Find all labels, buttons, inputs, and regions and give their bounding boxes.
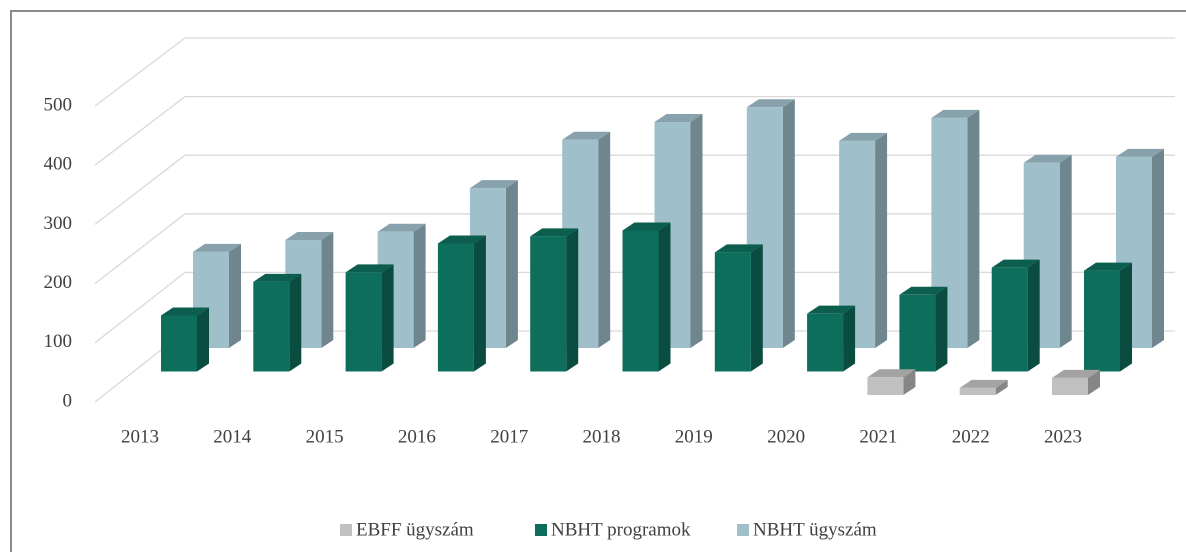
- bar: [714, 252, 751, 372]
- x-tick-label: 2020: [767, 426, 805, 447]
- bar-side: [321, 232, 334, 348]
- bar-side: [875, 132, 888, 348]
- grid-line: [94, 37, 1175, 107]
- bar-side: [690, 114, 703, 348]
- bar-top: [867, 369, 916, 378]
- bar-top: [437, 235, 486, 244]
- bar: [867, 377, 904, 395]
- bar-side: [1059, 154, 1072, 348]
- y-tick-label: 400: [44, 154, 73, 175]
- y-tick-label: 500: [44, 94, 73, 115]
- bar-top: [654, 114, 703, 123]
- bar-top: [1023, 154, 1072, 163]
- bar-top: [959, 379, 1008, 388]
- bar-side: [197, 307, 209, 372]
- grid-line: [94, 95, 1175, 166]
- legend-label: NBHT ügyszám: [753, 519, 877, 540]
- bar-top: [931, 109, 980, 118]
- x-tick-label: 2015: [306, 426, 344, 447]
- bar-side: [967, 109, 980, 349]
- legend: EBFF ügyszám NBHT programok NBHT ügyszám: [340, 519, 877, 540]
- bar-side: [658, 222, 671, 372]
- x-tick-label: 2013: [121, 426, 159, 447]
- bar-side: [782, 99, 795, 348]
- bar-side: [1027, 259, 1040, 372]
- x-tick-label: 2023: [1044, 426, 1082, 447]
- bar-top: [1052, 369, 1100, 378]
- bar: [1084, 270, 1120, 372]
- bars: [161, 99, 1164, 395]
- bar-side: [750, 244, 763, 372]
- bar-side: [289, 273, 302, 372]
- x-tick-label: 2021: [859, 426, 897, 447]
- bar: [161, 315, 197, 372]
- bar-side: [843, 305, 856, 372]
- bar: [253, 281, 290, 372]
- x-tick-label: 2016: [398, 426, 436, 447]
- bar: [807, 313, 844, 372]
- legend-label: NBHT programok: [551, 519, 691, 540]
- legend-swatch: [737, 524, 749, 536]
- bar: [991, 267, 1028, 372]
- bar-side: [413, 223, 426, 348]
- x-tick-label: 2022: [952, 426, 990, 447]
- legend-swatch: [340, 524, 352, 536]
- bar-side: [1152, 148, 1164, 348]
- bar-side: [229, 243, 241, 348]
- bar-side: [473, 235, 486, 372]
- bar-top: [193, 243, 241, 252]
- bar-top: [1084, 262, 1132, 271]
- chart-frame: [10, 10, 1186, 552]
- x-tick-label: 2017: [490, 426, 528, 447]
- bar-top: [530, 228, 579, 237]
- bar-top: [161, 307, 209, 316]
- bar-side: [598, 131, 611, 348]
- bar-top: [345, 264, 394, 273]
- y-tick-label: 0: [63, 390, 73, 411]
- y-tick-label: 300: [44, 213, 73, 234]
- bar-side: [1120, 262, 1132, 372]
- bar-top: [714, 244, 763, 253]
- bar-top: [807, 305, 856, 314]
- y-tick-label: 200: [44, 272, 73, 293]
- legend-swatch: [535, 524, 547, 536]
- bar-side: [995, 379, 1008, 395]
- bar-top: [253, 273, 302, 282]
- bar-top: [377, 223, 426, 232]
- bar-top: [469, 180, 518, 189]
- bar-side: [1088, 369, 1100, 395]
- x-tick-label: 2014: [213, 426, 252, 447]
- bar: [437, 243, 474, 372]
- bar-top: [899, 286, 948, 295]
- bar: [622, 230, 659, 372]
- bar: [530, 236, 567, 372]
- bar-top: [285, 232, 334, 241]
- bar-top: [839, 132, 888, 141]
- y-tick-label: 100: [44, 331, 73, 352]
- bar-side: [935, 286, 948, 372]
- bar-side: [903, 369, 916, 395]
- bar: [899, 294, 936, 372]
- bar-top: [622, 222, 671, 231]
- bar-side: [381, 264, 394, 372]
- bar-top: [746, 99, 795, 108]
- x-tick-label: 2018: [583, 426, 621, 447]
- bar: [1052, 377, 1088, 395]
- bar-top: [991, 259, 1040, 268]
- x-tick-label: 2019: [675, 426, 713, 447]
- bar-side: [566, 228, 579, 372]
- legend-label: EBFF ügyszám: [356, 519, 474, 540]
- labels: 0 100 200 300 400 500 2013 2014 2015 2016 2017 2018…: [44, 94, 1083, 447]
- bar: [345, 272, 382, 372]
- bar-top: [562, 131, 611, 140]
- bar: [959, 387, 996, 395]
- bar-top: [1116, 148, 1164, 157]
- bar-side: [505, 180, 518, 348]
